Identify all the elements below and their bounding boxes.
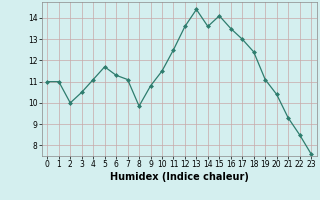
X-axis label: Humidex (Indice chaleur): Humidex (Indice chaleur) — [110, 172, 249, 182]
